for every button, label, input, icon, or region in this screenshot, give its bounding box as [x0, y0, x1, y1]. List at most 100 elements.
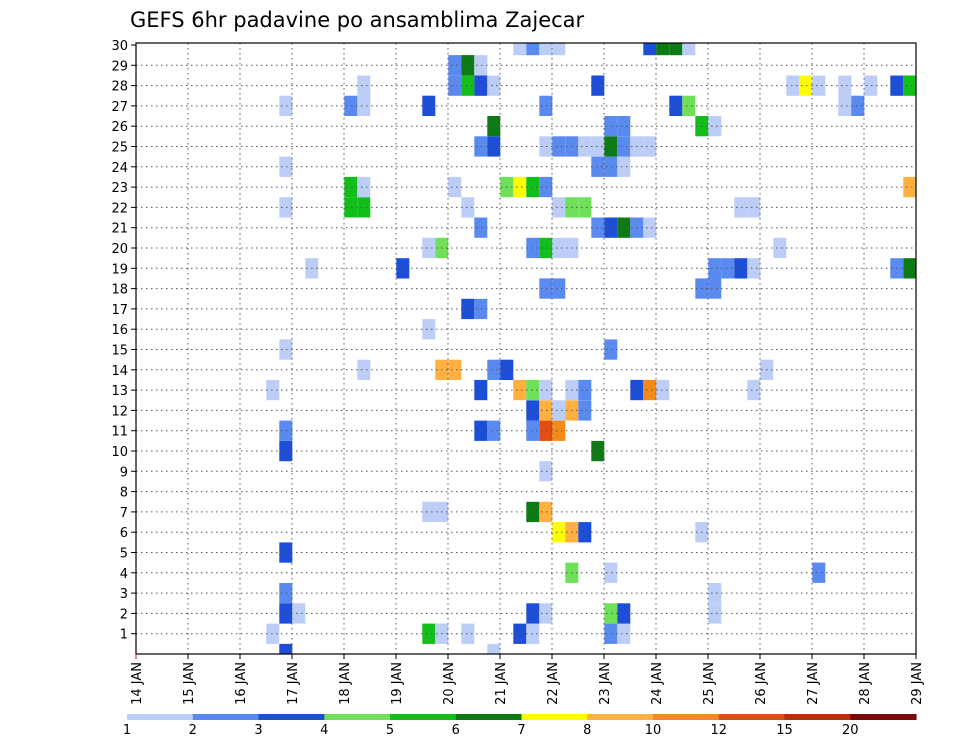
precip-cell-m30-155	[526, 43, 540, 56]
precip-cell-m20-85	[773, 237, 787, 259]
precip-cell-m23-102	[357, 176, 371, 198]
precip-cell-m27-132	[422, 95, 436, 116]
precip-cell-m28-140	[461, 75, 475, 96]
precip-cell-m25-121	[617, 136, 631, 157]
precip-cell-m1-5	[526, 623, 540, 644]
y-tick-label-3: 3	[120, 587, 128, 602]
plot-frame	[135, 42, 917, 655]
precip-cell-m18-67	[539, 278, 553, 299]
precip-cell-m19-72	[396, 258, 410, 279]
precip-cell-m20-83	[552, 237, 566, 259]
precipitation-cells	[266, 43, 917, 654]
precip-cell-m12-41	[539, 400, 553, 421]
precip-cell-m27-129	[279, 95, 293, 116]
x-tick-label-14: 28 JAN	[858, 662, 873, 705]
y-tick-label-17: 17	[111, 303, 128, 318]
x-tick-label-1: 15 JAN	[182, 662, 197, 705]
y-axis-ticks: 1234567891011121314151617181920212223242…	[111, 39, 136, 643]
precip-cell-m14-59	[487, 359, 501, 380]
precip-cell-m27-134	[669, 95, 683, 116]
precip-cell-m3-17	[279, 583, 293, 604]
x-tick-label-2: 16 JAN	[234, 662, 249, 705]
precip-cell-m12-44	[578, 400, 592, 421]
y-tick-label-20: 20	[111, 242, 128, 257]
precip-cell-m13-46	[474, 379, 488, 401]
precip-cell-m12-42	[552, 400, 566, 421]
y-tick-label-29: 29	[111, 59, 128, 74]
colorbar-label-12: 12	[711, 723, 728, 738]
precip-cell-m22-100	[747, 197, 761, 218]
y-tick-label-30: 30	[111, 39, 128, 54]
precip-cell-m29-152	[461, 55, 475, 76]
precip-cell-m1-0	[266, 623, 280, 644]
precip-cell-m10-32	[279, 440, 293, 462]
colorbar-segment-10	[784, 714, 851, 720]
precip-cell-m28-144	[786, 75, 800, 96]
x-tick-label-7: 21 JAN	[494, 662, 509, 705]
precip-cell-m22-92	[279, 197, 293, 218]
x-tick-label-15: 29 JAN	[910, 662, 925, 705]
colorbar: 1 2 3 4 5 6 7 8 10 12 15 20	[123, 714, 917, 738]
colorbar-segment-3	[324, 714, 391, 720]
precip-cell-m28-148	[864, 75, 878, 96]
gridlines	[136, 43, 916, 654]
precip-cell-m13-47	[513, 379, 527, 401]
precip-cell-m23-106	[526, 176, 540, 198]
colorbar-label-6: 6	[452, 723, 460, 738]
precip-cell-m26-126	[617, 116, 631, 137]
y-tick-label-22: 22	[111, 201, 128, 216]
colorbar-label-20: 20	[842, 723, 859, 738]
precip-cell-m20-81	[526, 237, 540, 259]
colorbar-segment-1	[192, 714, 260, 720]
y-tick-label-25: 25	[111, 141, 128, 156]
precip-cell-m2-16	[708, 603, 722, 624]
y-tick-label-26: 26	[111, 120, 128, 135]
y-tick-label-1: 1	[120, 628, 128, 643]
precip-cell-m1-1	[422, 623, 436, 644]
precip-cell-m27-135	[682, 95, 696, 116]
precip-cell-m19-76	[747, 258, 761, 279]
precip-cell-m28-143	[591, 75, 605, 96]
precip-cell-m21-86	[474, 217, 488, 238]
x-tick-label-3: 17 JAN	[286, 662, 301, 705]
colorbar-segment-8	[653, 714, 720, 720]
precip-cell-m13-48	[526, 379, 540, 401]
precip-cell-m27-136	[838, 95, 852, 116]
precip-cell-m13-51	[578, 379, 592, 401]
precip-cell-m27-131	[357, 95, 371, 116]
precip-cell-m19-78	[903, 258, 917, 279]
y-tick-label-5: 5	[120, 547, 128, 562]
precip-cell-m29-153	[474, 55, 488, 76]
y-tick-label-21: 21	[111, 222, 128, 237]
precip-cell-m9-31	[539, 461, 553, 482]
colorbar-segment-7	[587, 714, 654, 720]
precip-cell-m25-120	[604, 136, 618, 157]
precip-cell-m28-139	[448, 75, 462, 96]
precip-cell-m21-89	[617, 217, 631, 238]
precip-cell-m25-116	[552, 136, 566, 157]
precip-cell-m30-154	[513, 43, 527, 56]
precip-cell-m11-39	[552, 420, 566, 441]
precip-cell-m13-53	[643, 379, 657, 401]
precip-cell-m19-73	[708, 258, 722, 279]
x-tick-label-13: 27 JAN	[806, 662, 821, 705]
precip-cell-m1-4	[513, 623, 527, 644]
precip-cell-m28-150	[903, 75, 917, 96]
precip-cell-m23-105	[513, 176, 527, 198]
precip-cell-m22-96	[552, 197, 566, 218]
precip-cell-m27-137	[851, 95, 865, 116]
precip-cell-m25-123	[643, 136, 657, 157]
colorbar-label-15: 15	[776, 723, 793, 738]
precip-cell-m25-113	[474, 136, 488, 157]
precip-cell-m26-125	[604, 116, 618, 137]
colorbar-label-4: 4	[320, 723, 328, 738]
precip-cell-m4-21	[812, 562, 826, 583]
precip-cell-m11-37	[526, 420, 540, 441]
precip-cell-m24-111	[604, 156, 618, 177]
precip-cell-m22-99	[734, 197, 748, 218]
precip-cell-m28-147	[838, 75, 852, 96]
precip-cell-m26-128	[708, 116, 722, 137]
y-tick-label-12: 12	[111, 404, 128, 419]
precip-cell-m11-38	[539, 420, 553, 441]
precip-cell-m13-54	[656, 379, 670, 401]
